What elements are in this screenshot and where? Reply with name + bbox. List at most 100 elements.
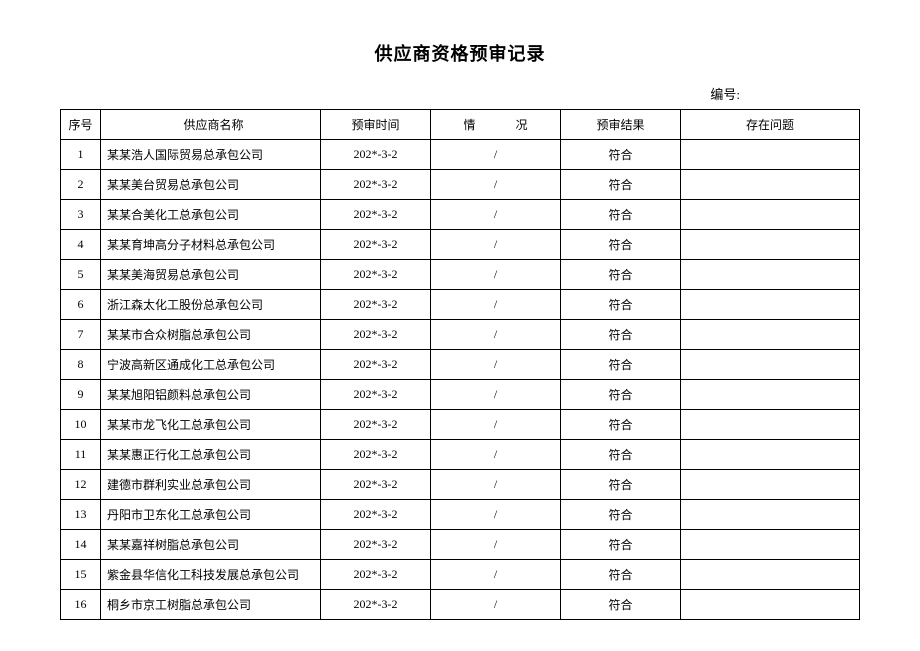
- cell-issue: [681, 470, 860, 500]
- cell-review-time: 202*-3-2: [321, 290, 431, 320]
- cell-situation: /: [431, 500, 561, 530]
- cell-issue: [681, 590, 860, 620]
- cell-supplier-name: 建德市群利实业总承包公司: [101, 470, 321, 500]
- cell-result: 符合: [561, 530, 681, 560]
- cell-result: 符合: [561, 350, 681, 380]
- cell-situation: /: [431, 560, 561, 590]
- cell-situation: /: [431, 590, 561, 620]
- cell-situation: /: [431, 470, 561, 500]
- table-row: 11某某惠正行化工总承包公司202*-3-2/符合: [61, 440, 860, 470]
- cell-review-time: 202*-3-2: [321, 140, 431, 170]
- cell-issue: [681, 560, 860, 590]
- cell-situation: /: [431, 530, 561, 560]
- cell-seq: 13: [61, 500, 101, 530]
- cell-result: 符合: [561, 470, 681, 500]
- cell-issue: [681, 350, 860, 380]
- col-header-seq: 序号: [61, 110, 101, 140]
- cell-seq: 14: [61, 530, 101, 560]
- cell-review-time: 202*-3-2: [321, 380, 431, 410]
- table-row: 4某某育坤高分子材料总承包公司202*-3-2/符合: [61, 230, 860, 260]
- cell-supplier-name: 某某育坤高分子材料总承包公司: [101, 230, 321, 260]
- cell-review-time: 202*-3-2: [321, 200, 431, 230]
- document-page: 供应商资格预审记录 编号: 序号 供应商名称 预审时间 情 况 预审结果 存在问…: [0, 0, 920, 640]
- cell-issue: [681, 380, 860, 410]
- col-header-time: 预审时间: [321, 110, 431, 140]
- cell-review-time: 202*-3-2: [321, 320, 431, 350]
- cell-issue: [681, 230, 860, 260]
- table-row: 16桐乡市京工树脂总承包公司202*-3-2/符合: [61, 590, 860, 620]
- supplier-prequalification-table: 序号 供应商名称 预审时间 情 况 预审结果 存在问题 1某某浩人国际贸易总承包…: [60, 109, 860, 620]
- cell-seq: 1: [61, 140, 101, 170]
- cell-supplier-name: 某某美台贸易总承包公司: [101, 170, 321, 200]
- cell-review-time: 202*-3-2: [321, 440, 431, 470]
- cell-supplier-name: 紫金县华信化工科技发展总承包公司: [101, 560, 321, 590]
- cell-review-time: 202*-3-2: [321, 560, 431, 590]
- cell-situation: /: [431, 410, 561, 440]
- cell-situation: /: [431, 140, 561, 170]
- table-row: 13丹阳市卫东化工总承包公司202*-3-2/符合: [61, 500, 860, 530]
- cell-supplier-name: 某某惠正行化工总承包公司: [101, 440, 321, 470]
- table-row: 10某某市龙飞化工总承包公司202*-3-2/符合: [61, 410, 860, 440]
- cell-issue: [681, 500, 860, 530]
- cell-seq: 15: [61, 560, 101, 590]
- cell-supplier-name: 某某合美化工总承包公司: [101, 200, 321, 230]
- col-header-situation-a: 情: [463, 116, 475, 133]
- cell-situation: /: [431, 440, 561, 470]
- table-row: 2某某美台贸易总承包公司202*-3-2/符合: [61, 170, 860, 200]
- cell-supplier-name: 丹阳市卫东化工总承包公司: [101, 500, 321, 530]
- cell-supplier-name: 浙江森太化工股份总承包公司: [101, 290, 321, 320]
- cell-result: 符合: [561, 290, 681, 320]
- document-number-label: 编号:: [60, 84, 860, 103]
- cell-result: 符合: [561, 170, 681, 200]
- cell-review-time: 202*-3-2: [321, 350, 431, 380]
- cell-situation: /: [431, 170, 561, 200]
- cell-seq: 6: [61, 290, 101, 320]
- col-header-situation: 情 况: [431, 110, 561, 140]
- cell-issue: [681, 290, 860, 320]
- cell-seq: 2: [61, 170, 101, 200]
- cell-supplier-name: 某某旭阳铝颜料总承包公司: [101, 380, 321, 410]
- table-row: 6浙江森太化工股份总承包公司202*-3-2/符合: [61, 290, 860, 320]
- cell-seq: 12: [61, 470, 101, 500]
- cell-situation: /: [431, 290, 561, 320]
- table-row: 9某某旭阳铝颜料总承包公司202*-3-2/符合: [61, 380, 860, 410]
- cell-supplier-name: 某某嘉祥树脂总承包公司: [101, 530, 321, 560]
- table-row: 12建德市群利实业总承包公司202*-3-2/符合: [61, 470, 860, 500]
- cell-seq: 5: [61, 260, 101, 290]
- col-header-name: 供应商名称: [101, 110, 321, 140]
- cell-review-time: 202*-3-2: [321, 530, 431, 560]
- cell-result: 符合: [561, 260, 681, 290]
- table-row: 8宁波高新区通成化工总承包公司202*-3-2/符合: [61, 350, 860, 380]
- cell-result: 符合: [561, 500, 681, 530]
- cell-situation: /: [431, 320, 561, 350]
- table-row: 14某某嘉祥树脂总承包公司202*-3-2/符合: [61, 530, 860, 560]
- cell-issue: [681, 260, 860, 290]
- cell-seq: 4: [61, 230, 101, 260]
- cell-result: 符合: [561, 320, 681, 350]
- cell-issue: [681, 410, 860, 440]
- cell-review-time: 202*-3-2: [321, 470, 431, 500]
- cell-seq: 11: [61, 440, 101, 470]
- cell-review-time: 202*-3-2: [321, 500, 431, 530]
- cell-situation: /: [431, 230, 561, 260]
- cell-issue: [681, 440, 860, 470]
- col-header-result: 预审结果: [561, 110, 681, 140]
- cell-issue: [681, 140, 860, 170]
- table-row: 7某某市合众树脂总承包公司202*-3-2/符合: [61, 320, 860, 350]
- cell-review-time: 202*-3-2: [321, 170, 431, 200]
- table-row: 15紫金县华信化工科技发展总承包公司202*-3-2/符合: [61, 560, 860, 590]
- cell-seq: 9: [61, 380, 101, 410]
- cell-result: 符合: [561, 560, 681, 590]
- cell-situation: /: [431, 260, 561, 290]
- cell-situation: /: [431, 350, 561, 380]
- cell-result: 符合: [561, 410, 681, 440]
- cell-supplier-name: 桐乡市京工树脂总承包公司: [101, 590, 321, 620]
- table-row: 5某某美海贸易总承包公司202*-3-2/符合: [61, 260, 860, 290]
- cell-review-time: 202*-3-2: [321, 590, 431, 620]
- cell-seq: 10: [61, 410, 101, 440]
- cell-issue: [681, 320, 860, 350]
- cell-situation: /: [431, 380, 561, 410]
- cell-review-time: 202*-3-2: [321, 260, 431, 290]
- cell-supplier-name: 某某浩人国际贸易总承包公司: [101, 140, 321, 170]
- cell-seq: 16: [61, 590, 101, 620]
